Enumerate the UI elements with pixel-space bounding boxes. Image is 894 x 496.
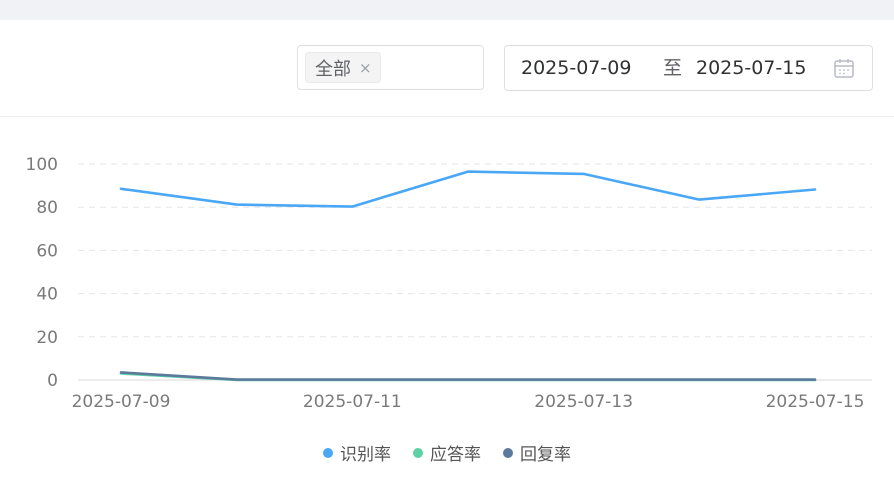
x-tick-label: 2025-07-13 (534, 392, 633, 412)
date-range-picker[interactable]: 2025-07-09 至 2025-07-15 (504, 45, 873, 91)
selected-tag-label: 全部 (315, 58, 351, 80)
y-tick-label: 20 (36, 328, 58, 348)
legend-label: 应答率 (430, 445, 481, 465)
series-line-1 (119, 170, 817, 208)
chart-legend: 识别率 应答率 回复率 (0, 440, 894, 465)
legend-label: 回复率 (520, 445, 571, 465)
top-bar (0, 0, 894, 20)
x-tick-label: 2025-07-15 (766, 392, 865, 412)
type-select[interactable]: 全部 × (297, 45, 484, 90)
y-tick-label: 40 (36, 285, 58, 305)
legend-dot (323, 447, 333, 458)
date-separator: 至 (663, 57, 683, 79)
legend-dot (413, 447, 423, 458)
y-tick-label: 100 (26, 155, 58, 175)
series-line-3 (119, 371, 817, 381)
date-start[interactable]: 2025-07-09 (521, 57, 632, 79)
legend-item-3[interactable]: 回复率 (503, 440, 571, 465)
selected-tag: 全部 × (305, 52, 381, 83)
legend-dot (503, 447, 513, 458)
legend-item-2[interactable]: 应答率 (413, 440, 481, 465)
y-tick-label: 60 (36, 241, 58, 261)
x-tick-label: 2025-07-09 (72, 392, 171, 412)
x-tick-label: 2025-07-11 (303, 392, 402, 412)
legend-item-1[interactable]: 识别率 (323, 440, 391, 465)
legend-label: 识别率 (340, 445, 391, 465)
line-chart: 0 20 40 60 80 100 2025-07-09 2025-07-11 2025-07-… (26, 155, 872, 412)
calendar-icon[interactable] (833, 57, 855, 79)
close-icon[interactable]: × (359, 58, 372, 77)
filter-bar: 全部 × 2025-07-09 至 2025-07-15 (0, 20, 894, 117)
y-tick-label: 80 (36, 198, 58, 218)
y-tick-label: 0 (47, 371, 58, 391)
date-end[interactable]: 2025-07-15 (696, 57, 807, 79)
